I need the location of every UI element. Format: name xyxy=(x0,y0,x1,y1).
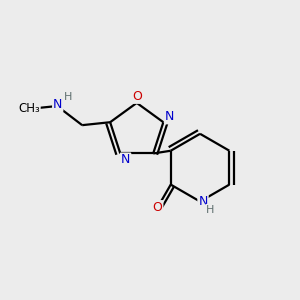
Text: H: H xyxy=(64,92,73,102)
Text: N: N xyxy=(121,154,130,166)
Text: H: H xyxy=(206,205,214,215)
Text: O: O xyxy=(132,90,142,103)
Text: CH₃: CH₃ xyxy=(18,102,40,115)
Text: N: N xyxy=(53,98,62,111)
Text: N: N xyxy=(165,110,175,123)
Text: O: O xyxy=(152,201,162,214)
Text: N: N xyxy=(198,195,208,208)
